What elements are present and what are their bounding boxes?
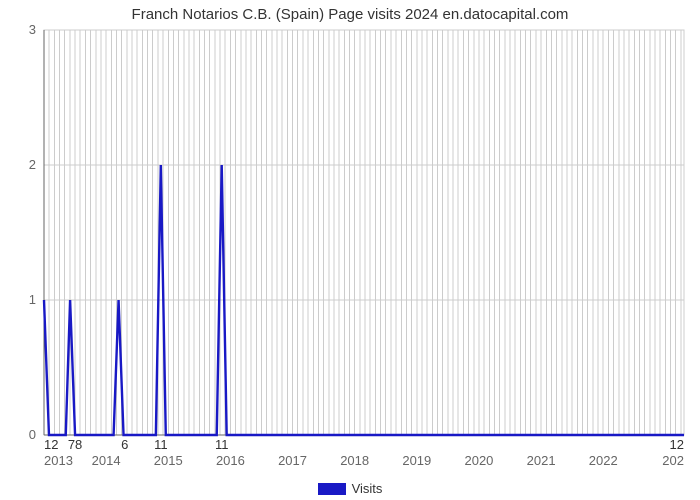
svg-text:1: 1 [29, 292, 36, 307]
legend-swatch [318, 483, 346, 495]
svg-text:2021: 2021 [527, 453, 556, 468]
svg-text:2015: 2015 [154, 453, 183, 468]
svg-text:0: 0 [29, 427, 36, 442]
legend-label: Visits [352, 481, 383, 496]
svg-text:6: 6 [121, 437, 128, 452]
svg-text:11: 11 [215, 437, 229, 452]
svg-text:202: 202 [662, 453, 684, 468]
svg-text:3: 3 [29, 22, 36, 37]
svg-text:2013: 2013 [44, 453, 73, 468]
svg-text:12: 12 [44, 437, 58, 452]
svg-text:2018: 2018 [340, 453, 369, 468]
svg-text:2019: 2019 [402, 453, 431, 468]
svg-text:2020: 2020 [464, 453, 493, 468]
svg-text:2017: 2017 [278, 453, 307, 468]
legend: Visits [0, 480, 700, 496]
svg-text:2014: 2014 [92, 453, 121, 468]
svg-text:11: 11 [154, 437, 168, 452]
svg-text:12: 12 [670, 437, 684, 452]
line-chart: 0123201420152016201720182019202020212022… [0, 0, 700, 470]
svg-text:78: 78 [68, 437, 82, 452]
svg-text:2022: 2022 [589, 453, 618, 468]
svg-text:2016: 2016 [216, 453, 245, 468]
svg-text:2: 2 [29, 157, 36, 172]
